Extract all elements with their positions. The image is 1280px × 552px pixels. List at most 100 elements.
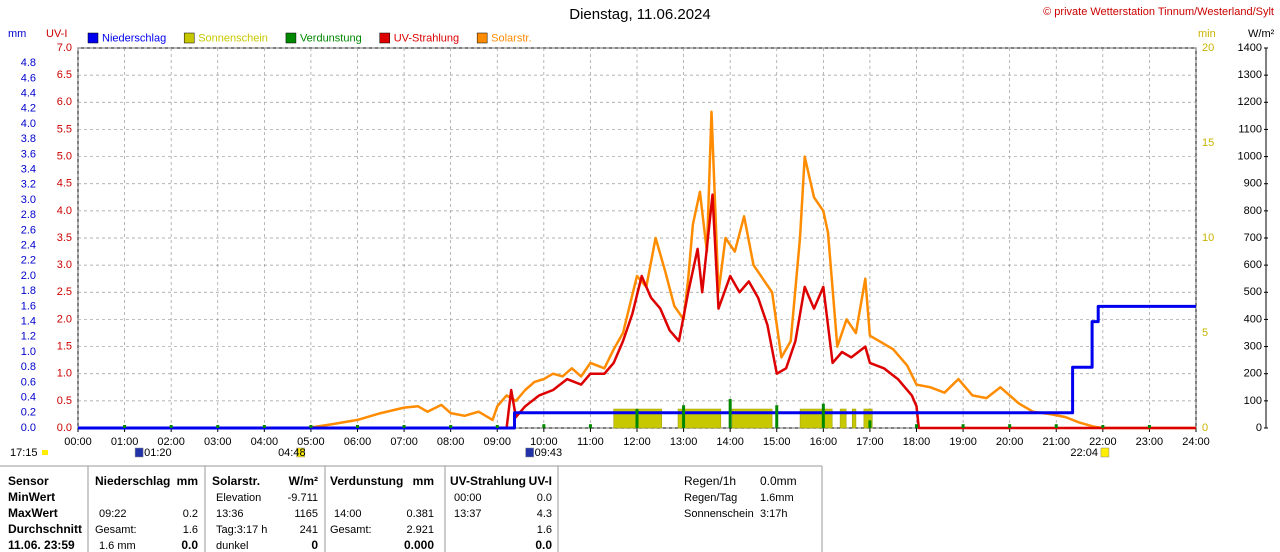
- y-tick-label: 500: [1244, 286, 1262, 298]
- x-tick-label: 09:00: [483, 436, 511, 448]
- x-tick-label: 02:00: [157, 436, 185, 448]
- table-cell: Sonnenschein: [684, 508, 754, 520]
- table-cell: Sensor: [8, 474, 49, 488]
- table-cell: 1.6: [537, 524, 552, 536]
- table-cell: UV-Strahlung: [450, 474, 526, 488]
- table-cell: 13:37: [454, 508, 482, 520]
- event-icon: [42, 450, 48, 455]
- x-tick-label: 15:00: [763, 436, 791, 448]
- table-cell: 0.0mm: [760, 474, 797, 488]
- y-tick-label: 0.8: [21, 361, 36, 373]
- legend-swatch: [476, 32, 488, 44]
- y-tick-label: 3.6: [21, 148, 36, 160]
- y-tick-label: 4.6: [21, 72, 36, 84]
- y-tick-label: 0.0: [57, 422, 72, 434]
- y-tick-label: 1.5: [57, 340, 72, 352]
- y-tick-label: 0: [1256, 422, 1262, 434]
- x-tick-label: 22:00: [1089, 436, 1117, 448]
- y-tick-label: 5.0: [57, 150, 72, 162]
- y-tick-label: 2.6: [21, 224, 36, 236]
- y-tick-label: 0.0: [21, 422, 36, 434]
- table-cell: 1.6 mm: [99, 540, 136, 552]
- legend-label: Sonnenschein: [198, 32, 268, 44]
- axis-title: min: [1198, 28, 1216, 40]
- sunshine-block: [851, 408, 857, 429]
- table-cell: Gesamt:: [95, 524, 137, 536]
- x-tick-label: 10:00: [530, 436, 558, 448]
- legend-label: Niederschlag: [102, 32, 166, 44]
- x-tick-label: 06:00: [344, 436, 372, 448]
- y-tick-label: 1400: [1238, 42, 1262, 54]
- table-cell: Regen/Tag: [684, 492, 737, 504]
- event-icon: [296, 447, 305, 458]
- y-tick-label: 0.5: [57, 395, 72, 407]
- legend-label: UV-Strahlung: [394, 32, 459, 44]
- y-tick-label: 1300: [1238, 69, 1262, 81]
- x-tick-label: 18:00: [903, 436, 931, 448]
- y-tick-label: 3.4: [21, 164, 36, 176]
- y-tick-label: 0.2: [21, 407, 36, 419]
- table-cell: MaxWert: [8, 506, 58, 520]
- y-tick-label: 1.0: [57, 368, 72, 380]
- table-cell: 241: [300, 524, 318, 536]
- event-time: 09:43: [535, 447, 563, 459]
- y-tick-label: 1.8: [21, 285, 36, 297]
- y-tick-label: 4.2: [21, 103, 36, 115]
- table-cell: 00:00: [454, 492, 482, 504]
- table-cell: mm: [413, 474, 434, 488]
- series-line: [78, 193, 1196, 430]
- table-cell: 1165: [294, 508, 318, 520]
- y-tick-label: 5: [1202, 327, 1208, 339]
- table-cell: 0.000: [404, 538, 434, 552]
- x-tick-label: 13:00: [670, 436, 698, 448]
- y-tick-label: 1.4: [21, 316, 36, 328]
- x-tick-label: 12:00: [623, 436, 651, 448]
- y-tick-label: 6.5: [57, 69, 72, 81]
- y-tick-label: 300: [1244, 340, 1262, 352]
- y-tick-label: 400: [1244, 313, 1262, 325]
- y-tick-label: 2.0: [57, 313, 72, 325]
- y-tick-label: 3.0: [21, 194, 36, 206]
- y-tick-label: 0: [1202, 422, 1208, 434]
- y-tick-label: 5.5: [57, 123, 72, 135]
- y-tick-label: 3.2: [21, 179, 36, 191]
- y-tick-label: 900: [1244, 178, 1262, 190]
- table-cell: Elevation: [216, 492, 261, 504]
- table-cell: 13:36: [216, 508, 244, 520]
- y-tick-label: 4.4: [21, 88, 36, 100]
- y-tick-label: 10: [1202, 232, 1214, 244]
- x-tick-label: 08:00: [437, 436, 465, 448]
- y-tick-label: 1200: [1238, 96, 1262, 108]
- event-time: 22:04: [1070, 447, 1098, 459]
- x-tick-label: 14:00: [716, 436, 744, 448]
- x-tick-label: 11:00: [577, 436, 604, 448]
- x-tick-label: 24:00: [1182, 436, 1210, 448]
- x-tick-label: 17:00: [856, 436, 884, 448]
- y-tick-label: 15: [1202, 137, 1214, 149]
- legend-label: Solarstr.: [491, 32, 531, 44]
- table-cell: MinWert: [8, 490, 55, 504]
- legend-swatch: [183, 32, 195, 44]
- y-tick-label: 2.2: [21, 255, 36, 267]
- table-cell: 0.2: [183, 508, 198, 520]
- x-tick-label: 16:00: [810, 436, 838, 448]
- y-tick-label: 2.8: [21, 209, 36, 221]
- legend-swatch: [285, 32, 297, 44]
- y-tick-label: 0.4: [21, 392, 36, 404]
- y-tick-label: 700: [1244, 232, 1262, 244]
- axis-title: mm: [8, 28, 26, 40]
- y-tick-label: 200: [1244, 368, 1262, 380]
- y-tick-label: 1000: [1238, 150, 1262, 162]
- table-cell: Gesamt:: [330, 524, 372, 536]
- y-tick-label: 2.4: [21, 240, 36, 252]
- table-cell: Tag:3:17 h: [216, 524, 267, 536]
- x-tick-label: 23:00: [1136, 436, 1164, 448]
- y-tick-label: 600: [1244, 259, 1262, 271]
- y-tick-label: 6.0: [57, 96, 72, 108]
- event-time: 01:20: [144, 447, 172, 459]
- y-tick-label: 3.0: [57, 259, 72, 271]
- event-icon: [525, 447, 534, 458]
- x-tick-label: 00:00: [64, 436, 92, 448]
- legend-swatch: [87, 32, 99, 44]
